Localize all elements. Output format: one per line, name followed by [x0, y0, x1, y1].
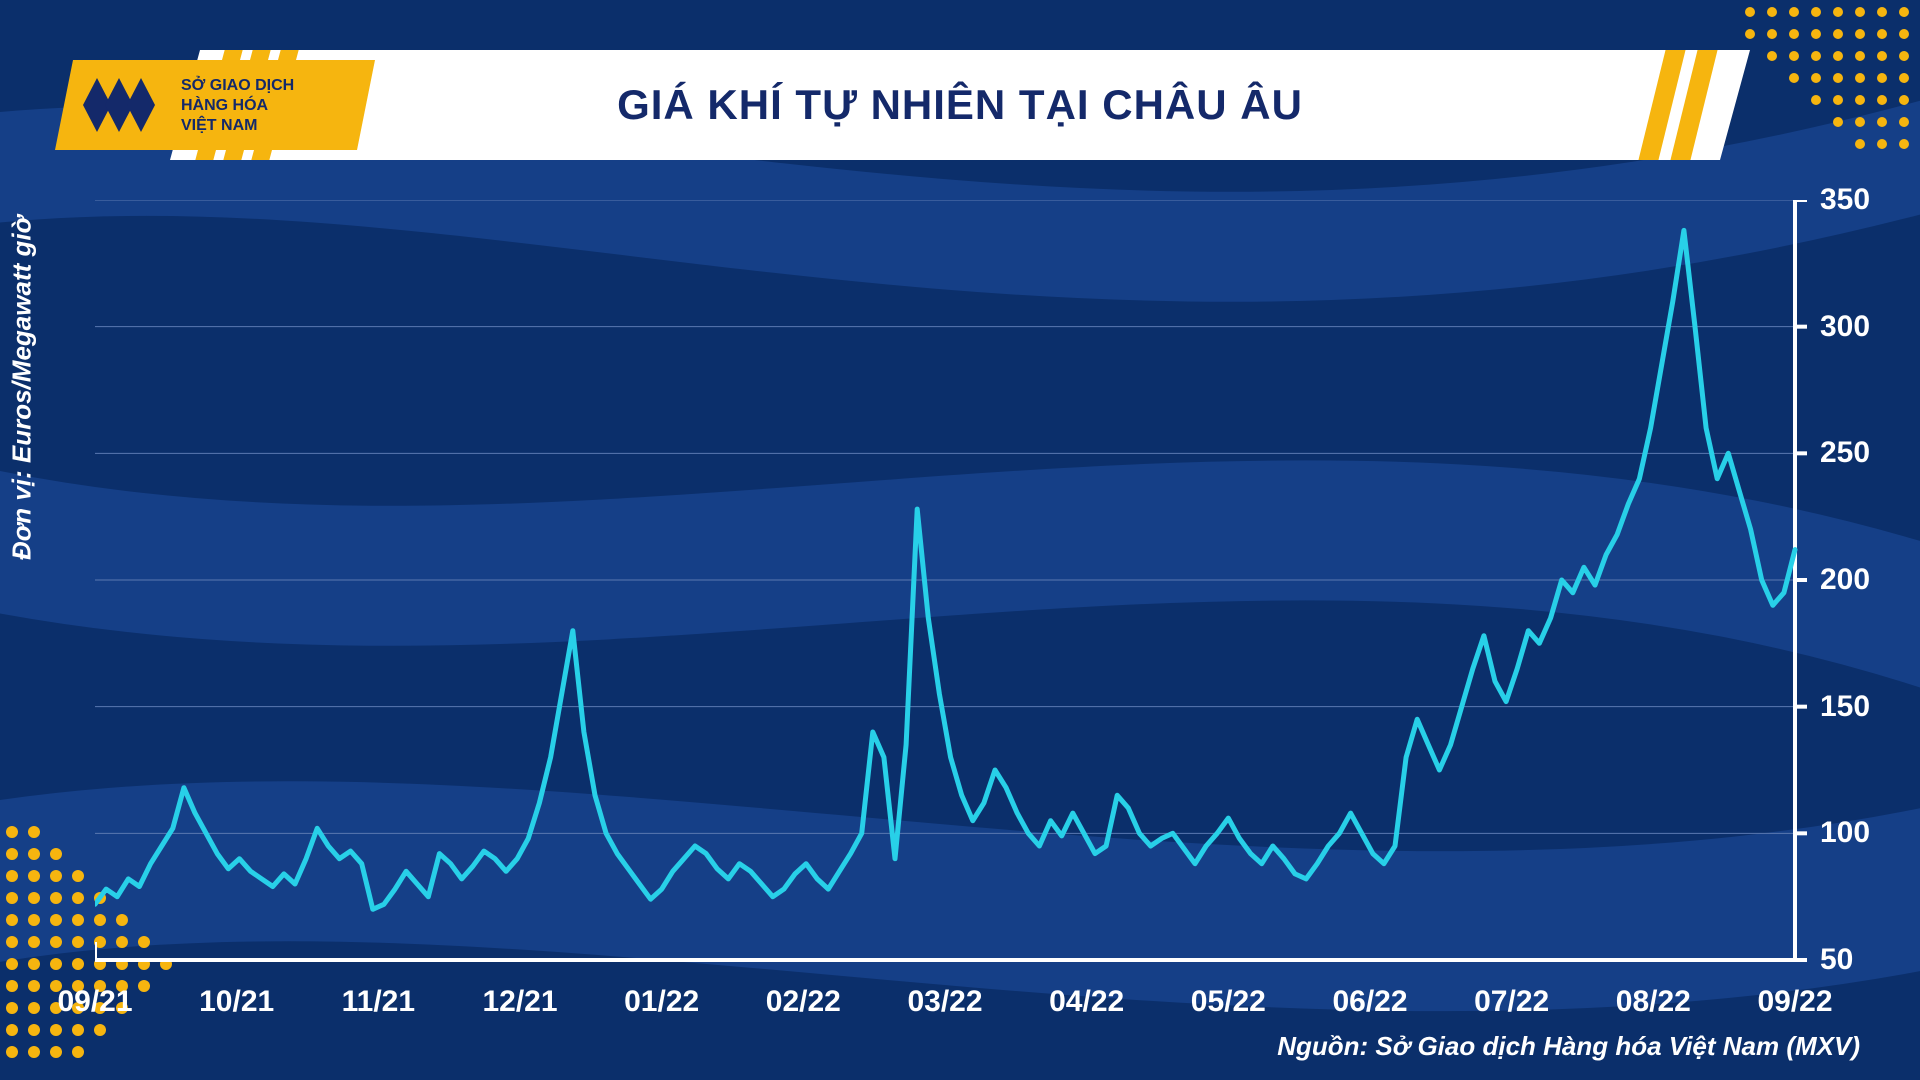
x-tick-label: 03/22 [907, 985, 982, 1019]
line-chart [95, 200, 1815, 980]
svg-text:HÀNG HÓA: HÀNG HÓA [181, 95, 269, 114]
y-tick-label: 200 [1820, 563, 1870, 597]
logo-card: SỞ GIAO DỊCH HÀNG HÓA VIỆT NAM [55, 60, 375, 150]
y-axis-labels: 50100150200250300350 [1820, 200, 1900, 960]
y-tick-label: 150 [1820, 690, 1870, 724]
x-tick-label: 06/22 [1332, 985, 1407, 1019]
x-tick-label: 07/22 [1474, 985, 1549, 1019]
y-tick-label: 50 [1820, 943, 1853, 977]
svg-text:VIỆT NAM: VIỆT NAM [181, 115, 257, 134]
x-tick-label: 02/22 [766, 985, 841, 1019]
x-tick-label: 08/22 [1616, 985, 1691, 1019]
x-tick-label: 10/21 [199, 985, 274, 1019]
x-tick-label: 09/21 [57, 985, 132, 1019]
x-tick-label: 09/22 [1757, 985, 1832, 1019]
y-tick-label: 100 [1820, 816, 1870, 850]
dots-top-right [1740, 0, 1920, 160]
x-tick-label: 04/22 [1049, 985, 1124, 1019]
source-text: Nguồn: Sở Giao dịch Hàng hóa Việt Nam (M… [1277, 1031, 1860, 1062]
title-text: GIÁ KHÍ TỰ NHIÊN TẠI CHÂU ÂU [170, 50, 1750, 160]
svg-text:SỞ GIAO DỊCH: SỞ GIAO DỊCH [181, 75, 294, 94]
x-tick-label: 05/22 [1191, 985, 1266, 1019]
y-tick-label: 300 [1820, 310, 1870, 344]
x-axis-labels: 09/2110/2111/2112/2101/2202/2203/2204/22… [95, 985, 1815, 1025]
x-tick-label: 01/22 [624, 985, 699, 1019]
title-bar: GIÁ KHÍ TỰ NHIÊN TẠI CHÂU ÂU [170, 50, 1750, 160]
y-tick-label: 250 [1820, 436, 1870, 470]
x-tick-label: 12/21 [482, 985, 557, 1019]
y-tick-label: 350 [1820, 183, 1870, 217]
x-tick-label: 11/21 [342, 985, 415, 1019]
y-axis-label: Đơn vị: Euros/Megawatt giờ [7, 216, 38, 560]
